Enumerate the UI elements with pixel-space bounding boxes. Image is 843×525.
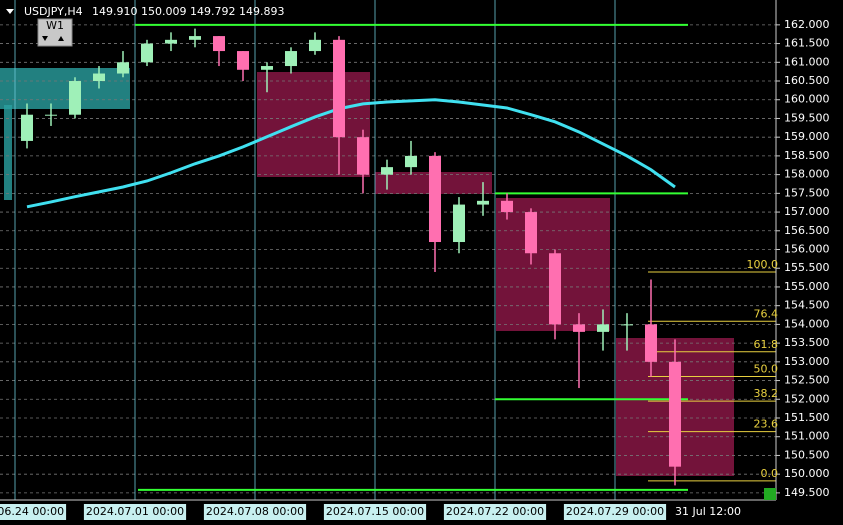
candle-body — [69, 81, 81, 115]
candle-body — [621, 324, 633, 326]
candle-body — [93, 73, 105, 82]
candle-body — [453, 204, 465, 243]
zone — [4, 105, 12, 200]
candle-body — [309, 39, 321, 52]
down-arrow[interactable] — [42, 36, 48, 41]
y-tick-label: 161.000 — [784, 55, 830, 68]
x-label-bg — [83, 504, 187, 520]
candle-body — [477, 200, 489, 205]
menu-arrow[interactable] — [6, 9, 14, 14]
candle-body — [213, 36, 225, 52]
cursor-label: 31 Jul 12:00 — [675, 505, 741, 518]
x-tick-label: 2024.07.15 00:00 — [326, 505, 424, 518]
y-tick-label: 161.500 — [784, 37, 830, 50]
candle-body — [261, 66, 273, 70]
x-tick-label: 2024.06.24 00:00 — [0, 505, 64, 518]
x-label-bg — [323, 504, 427, 520]
candle-body — [429, 155, 441, 243]
candle-body — [525, 212, 537, 254]
y-tick-label: 154.500 — [784, 299, 830, 312]
candle-body — [669, 361, 681, 467]
y-tick-label: 156.000 — [784, 243, 830, 256]
x-tick-label: 2024.07.29 00:00 — [566, 505, 664, 518]
minus-button[interactable] — [764, 488, 776, 500]
y-tick-label: 149.500 — [784, 486, 830, 499]
y-tick-label: 159.000 — [784, 130, 830, 143]
x-tick-label: 2024.07.08 00:00 — [206, 505, 304, 518]
fib-label: 61.8 — [754, 338, 779, 351]
y-tick-label: 150.500 — [784, 448, 830, 461]
candle-body — [357, 137, 369, 175]
fib-label: 38.2 — [754, 387, 779, 400]
x-tick-label: 2024.07.22 00:00 — [446, 505, 544, 518]
y-tick-label: 157.500 — [784, 186, 830, 199]
fib-label: 76.4 — [754, 307, 779, 320]
fib-label: 100.0 — [747, 258, 779, 271]
fib-label: 50.0 — [754, 362, 779, 375]
candle-body — [45, 114, 57, 116]
y-tick-label: 158.500 — [784, 149, 830, 162]
y-tick-label: 151.500 — [784, 411, 830, 424]
candle-body — [165, 39, 177, 44]
y-tick-label: 150.000 — [784, 467, 830, 480]
symbol: USDJPY,H4 — [24, 5, 83, 18]
candle-body — [189, 36, 201, 40]
x-tick-label: 2024.07.01 00:00 — [86, 505, 184, 518]
candle-body — [501, 200, 513, 213]
fib-label: 23.6 — [754, 418, 779, 431]
candle-body — [21, 114, 33, 141]
timeframe-label: W1 — [46, 19, 64, 32]
y-tick-label: 160.500 — [784, 74, 830, 87]
grid — [0, 0, 776, 500]
candle-body — [237, 51, 249, 70]
y-tick-label: 158.000 — [784, 168, 830, 181]
candle-body — [285, 51, 297, 67]
zone — [257, 72, 370, 177]
y-tick-label: 153.000 — [784, 355, 830, 368]
y-tick-label: 151.000 — [784, 430, 830, 443]
labels: 149.500 150.000 150.500 151.000 151.500 152.0… — [0, 18, 830, 520]
y-tick-label: 156.500 — [784, 224, 830, 237]
y-tick-label: 155.000 — [784, 280, 830, 293]
candle-body — [405, 155, 417, 168]
zone — [0, 68, 130, 109]
y-tick-label: 152.000 — [784, 392, 830, 405]
x-label-bg — [0, 504, 67, 520]
marks — [21, 23, 776, 491]
y-tick-label: 162.000 — [784, 18, 830, 31]
moving-average — [26, 98, 676, 209]
y-tick-label: 155.500 — [784, 261, 830, 274]
timeframe-button[interactable] — [37, 18, 73, 47]
y-tick-label: 157.000 — [784, 205, 830, 218]
x-label-bg — [563, 504, 667, 520]
y-tick-label: 159.500 — [784, 111, 830, 124]
y-tick-label: 152.500 — [784, 374, 830, 387]
candle-body — [573, 324, 585, 332]
candle-body — [597, 324, 609, 332]
y-tick-label: 154.000 — [784, 317, 830, 330]
candle-body — [117, 62, 129, 74]
candle-body — [333, 39, 345, 138]
x-label-bg — [203, 504, 307, 520]
candle-body — [141, 43, 153, 63]
y-tick-label: 160.000 — [784, 93, 830, 106]
fib-label: 0.0 — [761, 467, 779, 480]
y-tick-label: 153.500 — [784, 336, 830, 349]
up-arrow[interactable] — [58, 36, 64, 41]
candle-body — [645, 324, 657, 362]
quote: 149.910 150.009 149.792 149.893 — [92, 5, 284, 18]
candle-body — [549, 253, 561, 325]
x-label-bg — [443, 504, 547, 520]
candle-body — [381, 167, 393, 175]
